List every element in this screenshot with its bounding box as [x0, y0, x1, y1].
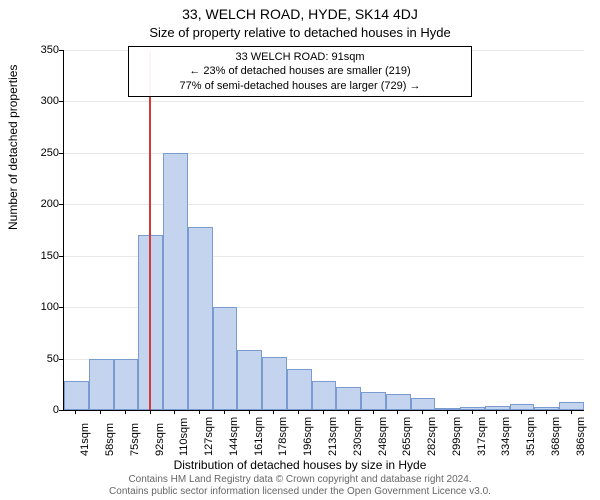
x-tick-label: 317sqm [476, 417, 488, 456]
x-tick-label: 92sqm [154, 423, 166, 456]
histogram-bar [559, 402, 584, 410]
attribution-line-2: Contains public sector information licen… [0, 486, 600, 498]
grid-line [64, 153, 584, 154]
y-tick-mark [59, 153, 63, 154]
y-tick-mark [59, 410, 63, 411]
y-tick-label: 100 [23, 301, 59, 313]
x-tick-label: 178sqm [277, 417, 289, 456]
x-tick-label: 127sqm [203, 417, 215, 456]
attribution-line-1: Contains HM Land Registry data © Crown c… [0, 474, 600, 486]
x-tick-mark [100, 410, 101, 414]
x-tick-mark [125, 410, 126, 414]
grid-line [64, 101, 584, 102]
x-tick-mark [348, 410, 349, 414]
histogram-bar [485, 406, 510, 410]
x-tick-mark [496, 410, 497, 414]
x-tick-mark [174, 410, 175, 414]
histogram-bar [262, 357, 287, 410]
y-tick-label: 0 [23, 404, 59, 416]
histogram-bar [361, 392, 386, 411]
x-tick-mark [373, 410, 374, 414]
y-tick-mark [59, 204, 63, 205]
marker-line [149, 50, 151, 410]
x-tick-mark [472, 410, 473, 414]
y-tick-mark [59, 359, 63, 360]
histogram-bar [89, 359, 114, 410]
info-line-1: 33 WELCH ROAD: 91sqm [135, 50, 465, 64]
histogram-bar [114, 359, 139, 410]
x-tick-label: 299sqm [451, 417, 463, 456]
y-axis-label: Number of detached properties [6, 65, 20, 230]
chart-subtitle: Size of property relative to detached ho… [0, 25, 600, 40]
x-tick-label: 368sqm [550, 417, 562, 456]
histogram-bar [435, 408, 460, 410]
attribution: Contains HM Land Registry data © Crown c… [0, 474, 600, 498]
y-tick-label: 250 [23, 147, 59, 159]
x-tick-label: 110sqm [178, 418, 190, 456]
histogram-bar [64, 381, 89, 410]
x-tick-mark [571, 410, 572, 414]
x-tick-mark [249, 410, 250, 414]
x-tick-mark [224, 410, 225, 414]
histogram-bar [163, 153, 188, 410]
x-tick-label: 196sqm [302, 417, 314, 456]
histogram-bar [287, 369, 312, 410]
y-tick-mark [59, 50, 63, 51]
histogram-bar [188, 227, 213, 410]
y-tick-mark [59, 307, 63, 308]
x-tick-label: 58sqm [104, 423, 116, 456]
x-tick-mark [521, 410, 522, 414]
x-tick-mark [546, 410, 547, 414]
info-line-3: 77% of semi-detached houses are larger (… [135, 79, 465, 93]
chart-container: 33, WELCH ROAD, HYDE, SK14 4DJ Size of p… [0, 0, 600, 500]
x-tick-mark [150, 410, 151, 414]
x-tick-mark [199, 410, 200, 414]
grid-line [64, 204, 584, 205]
x-tick-label: 351sqm [525, 417, 537, 456]
x-tick-label: 230sqm [352, 417, 364, 456]
histogram-bar [460, 407, 485, 410]
histogram-bar [237, 350, 262, 410]
histogram-bar [312, 381, 337, 410]
y-tick-label: 200 [23, 198, 59, 210]
x-tick-label: 41sqm [79, 423, 91, 456]
x-tick-mark [422, 410, 423, 414]
x-tick-label: 161sqm [253, 417, 265, 456]
histogram-bar [534, 407, 559, 410]
y-tick-label: 50 [23, 353, 59, 365]
histogram-bar [386, 394, 411, 410]
x-axis-label: Distribution of detached houses by size … [0, 458, 600, 472]
histogram-bar [336, 387, 361, 410]
y-tick-label: 300 [23, 95, 59, 107]
x-tick-label: 248sqm [377, 417, 389, 456]
y-tick-mark [59, 256, 63, 257]
info-box: 33 WELCH ROAD: 91sqm ← 23% of detached h… [128, 46, 472, 97]
histogram-bar [213, 307, 238, 410]
x-tick-label: 386sqm [575, 417, 587, 456]
info-line-2: ← 23% of detached houses are smaller (21… [135, 64, 465, 78]
x-tick-mark [298, 410, 299, 414]
histogram-bar [411, 398, 436, 410]
x-tick-mark [75, 410, 76, 414]
plot-area [63, 50, 584, 411]
y-tick-label: 350 [23, 44, 59, 56]
histogram-bar [510, 404, 535, 410]
y-tick-label: 150 [23, 250, 59, 262]
x-tick-label: 334sqm [500, 417, 512, 456]
x-tick-label: 75sqm [129, 423, 141, 456]
x-tick-label: 213sqm [327, 417, 339, 456]
chart-title: 33, WELCH ROAD, HYDE, SK14 4DJ [0, 6, 600, 22]
x-tick-label: 265sqm [401, 417, 413, 456]
x-tick-mark [273, 410, 274, 414]
x-tick-mark [447, 410, 448, 414]
x-tick-label: 282sqm [426, 417, 438, 456]
x-tick-mark [397, 410, 398, 414]
x-tick-mark [323, 410, 324, 414]
y-tick-mark [59, 101, 63, 102]
x-tick-label: 144sqm [228, 417, 240, 456]
